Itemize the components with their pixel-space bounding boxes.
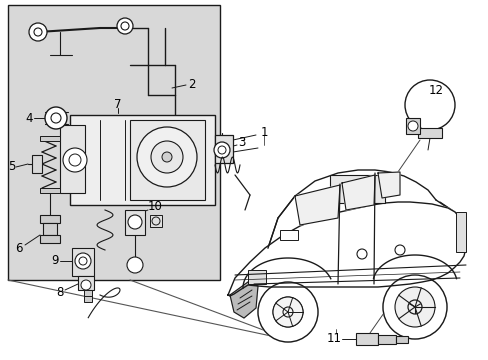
Bar bbox=[40, 188, 60, 193]
Bar bbox=[40, 215, 60, 223]
Bar bbox=[377, 335, 395, 344]
Text: 7: 7 bbox=[114, 98, 122, 111]
Text: 11: 11 bbox=[326, 333, 341, 346]
Circle shape bbox=[127, 257, 142, 273]
Bar bbox=[455, 212, 465, 252]
Bar bbox=[355, 333, 377, 345]
Bar bbox=[70, 115, 215, 205]
Circle shape bbox=[382, 275, 446, 339]
Polygon shape bbox=[384, 277, 444, 337]
Bar bbox=[40, 235, 60, 243]
Circle shape bbox=[214, 142, 229, 158]
Text: 10: 10 bbox=[147, 201, 162, 213]
Polygon shape bbox=[229, 282, 258, 318]
Bar bbox=[8, 5, 220, 280]
Polygon shape bbox=[294, 185, 339, 225]
Bar bbox=[150, 215, 162, 227]
Text: 8: 8 bbox=[56, 287, 63, 300]
Text: 9: 9 bbox=[51, 255, 59, 267]
Bar bbox=[84, 296, 92, 302]
Bar bbox=[32, 155, 42, 173]
Bar bbox=[405, 118, 419, 134]
Text: 6: 6 bbox=[15, 242, 23, 255]
Circle shape bbox=[394, 287, 434, 327]
Circle shape bbox=[272, 297, 303, 327]
Bar bbox=[130, 120, 204, 200]
Bar bbox=[280, 230, 297, 240]
Text: 3: 3 bbox=[238, 136, 245, 149]
Text: 4: 4 bbox=[25, 112, 33, 125]
Polygon shape bbox=[341, 175, 374, 210]
Circle shape bbox=[128, 215, 142, 229]
Bar bbox=[329, 175, 384, 203]
Bar bbox=[78, 276, 94, 290]
Text: 5: 5 bbox=[8, 161, 16, 174]
Circle shape bbox=[137, 127, 197, 187]
Bar bbox=[247, 270, 265, 284]
Circle shape bbox=[162, 152, 172, 162]
Circle shape bbox=[75, 253, 91, 269]
Circle shape bbox=[356, 249, 366, 259]
Text: 12: 12 bbox=[427, 84, 443, 96]
Bar bbox=[395, 336, 407, 343]
Text: 2: 2 bbox=[188, 77, 195, 90]
Polygon shape bbox=[377, 172, 399, 198]
Bar bbox=[125, 210, 145, 235]
Circle shape bbox=[151, 141, 183, 173]
Circle shape bbox=[272, 297, 303, 327]
Circle shape bbox=[394, 245, 404, 255]
Circle shape bbox=[63, 148, 87, 172]
Circle shape bbox=[117, 18, 133, 34]
Polygon shape bbox=[227, 202, 465, 296]
Bar bbox=[84, 290, 92, 296]
Circle shape bbox=[407, 121, 417, 131]
Circle shape bbox=[258, 282, 317, 342]
Polygon shape bbox=[382, 275, 446, 339]
Bar bbox=[215, 135, 232, 163]
Bar bbox=[60, 125, 85, 193]
Circle shape bbox=[29, 23, 47, 41]
Bar bbox=[72, 248, 94, 276]
Polygon shape bbox=[258, 282, 317, 342]
Text: 1: 1 bbox=[260, 126, 267, 139]
Circle shape bbox=[45, 107, 67, 129]
Circle shape bbox=[81, 280, 91, 290]
Polygon shape bbox=[260, 284, 315, 340]
Bar bbox=[417, 128, 441, 138]
Bar bbox=[40, 136, 60, 141]
Circle shape bbox=[404, 80, 454, 130]
Bar bbox=[43, 223, 57, 235]
